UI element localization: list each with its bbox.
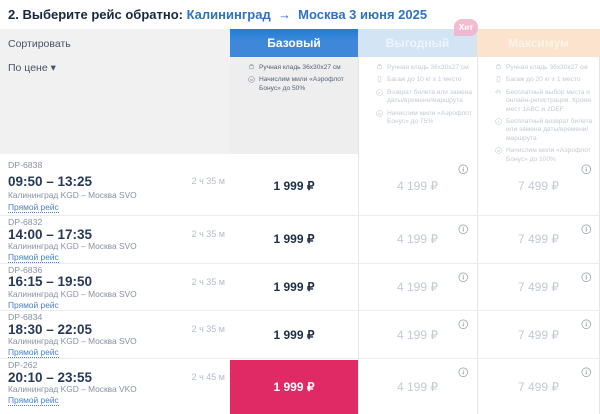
svg-text:M: M	[250, 78, 253, 82]
svg-text:P: P	[498, 120, 500, 124]
svg-text:M: M	[378, 111, 381, 115]
svg-text:P: P	[379, 91, 381, 95]
svg-text:M: M	[497, 149, 500, 153]
